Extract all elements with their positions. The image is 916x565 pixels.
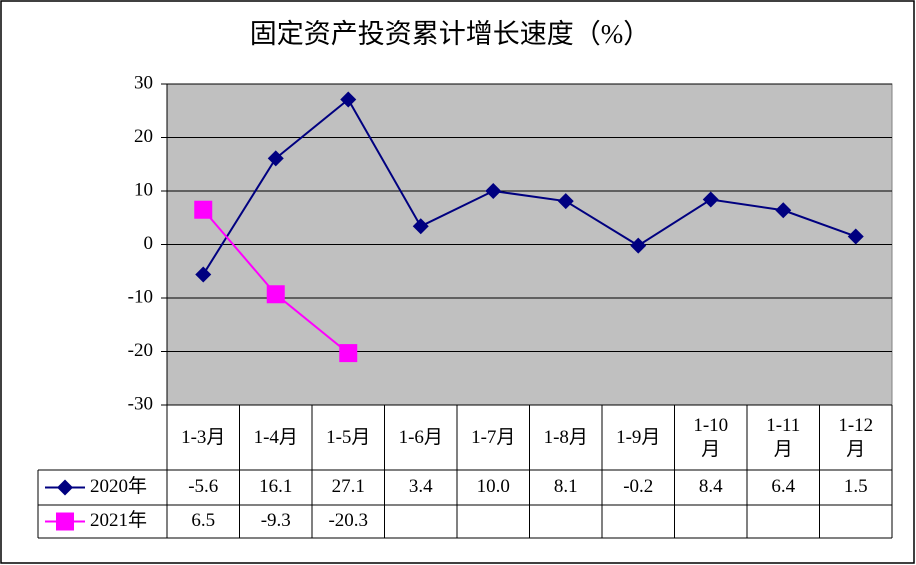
table-value: 10.0 [477,476,510,497]
x-tick-text: 1-3月 [181,426,226,448]
y-tick-label: 30 [134,72,153,93]
table-value: -0.2 [623,476,653,497]
data-point [194,200,213,219]
x-tick-text: 1-12月 [838,414,874,460]
data-point [847,228,864,245]
chart-title: 固定资产投资累计增长速度（%） [250,19,651,49]
series-line [202,97,857,275]
x-tick-text: 1-11月 [766,414,801,460]
x-tick-label: 1-8月 [530,405,603,470]
table-value: 1.5 [844,476,868,497]
x-tick-label: 1-6月 [385,405,458,470]
data-point [485,183,502,199]
table-value: -9.3 [261,510,291,531]
x-tick-text: 1-10月 [693,414,729,460]
x-tick-label: 1-7月 [457,405,530,470]
x-tick-text: 1-6月 [398,426,443,448]
x-tick-label: 1-5月 [312,405,385,470]
table-value: -5.6 [188,476,218,497]
x-tick-text: 1-8月 [543,426,588,448]
x-tick-text: 1-5月 [326,426,371,448]
data-point [339,344,358,363]
data-point [412,218,429,235]
table-value: 27.1 [332,476,365,497]
data-point [340,91,357,108]
x-tick-label: 1-12月 [820,405,893,470]
y-tick-label: -30 [128,393,153,414]
legend-label: 2021年 [90,509,147,531]
legend-marker [56,512,74,531]
data-point [775,202,792,219]
table-value: 3.4 [409,476,433,497]
legend-label: 2020年 [90,475,147,497]
y-tick-label: 20 [134,126,153,147]
legend-marker [57,479,73,496]
x-tick-text: 1-7月 [471,426,516,448]
data-point [630,237,647,254]
y-tick-label: 0 [144,233,154,254]
x-tick-label: 1-4月 [240,405,313,470]
data-point [195,266,212,283]
table-value: 6.4 [771,476,795,497]
table-value: 6.5 [191,510,215,531]
x-tick-label: 1-9月 [602,405,675,470]
y-tick-label: -10 [128,286,153,307]
x-tick-text: 1-9月 [616,426,661,448]
data-point [557,193,574,210]
x-tick-text: 1-4月 [253,426,298,448]
x-tick-label: 1-11月 [747,405,820,470]
table-value: 8.1 [554,476,578,497]
table-value: 8.4 [699,476,723,497]
data-point [267,150,284,167]
data-point [702,191,719,208]
table-value: 16.1 [259,476,292,497]
table-value: -20.3 [328,510,368,531]
data-point [266,285,285,304]
x-tick-label: 1-10月 [675,405,748,470]
y-tick-label: 10 [134,179,153,200]
x-tick-label: 1-3月 [167,405,240,470]
y-tick-label: -20 [128,340,153,361]
